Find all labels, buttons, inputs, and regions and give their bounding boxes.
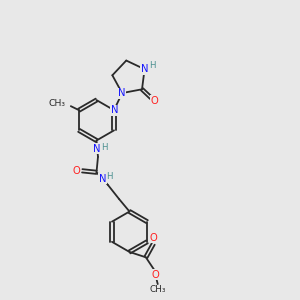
Text: N: N	[118, 88, 126, 98]
Text: O: O	[72, 166, 80, 176]
Text: O: O	[151, 96, 158, 106]
Text: O: O	[151, 270, 159, 280]
Text: N: N	[99, 174, 106, 184]
Text: CH₃: CH₃	[49, 99, 65, 108]
Text: N: N	[93, 144, 100, 154]
Text: H: H	[148, 61, 155, 70]
Text: H: H	[106, 172, 113, 181]
Text: H: H	[102, 143, 108, 152]
Text: O: O	[150, 233, 158, 243]
Text: N: N	[141, 64, 148, 74]
Text: CH₃: CH₃	[149, 286, 166, 295]
Text: N: N	[111, 105, 118, 115]
